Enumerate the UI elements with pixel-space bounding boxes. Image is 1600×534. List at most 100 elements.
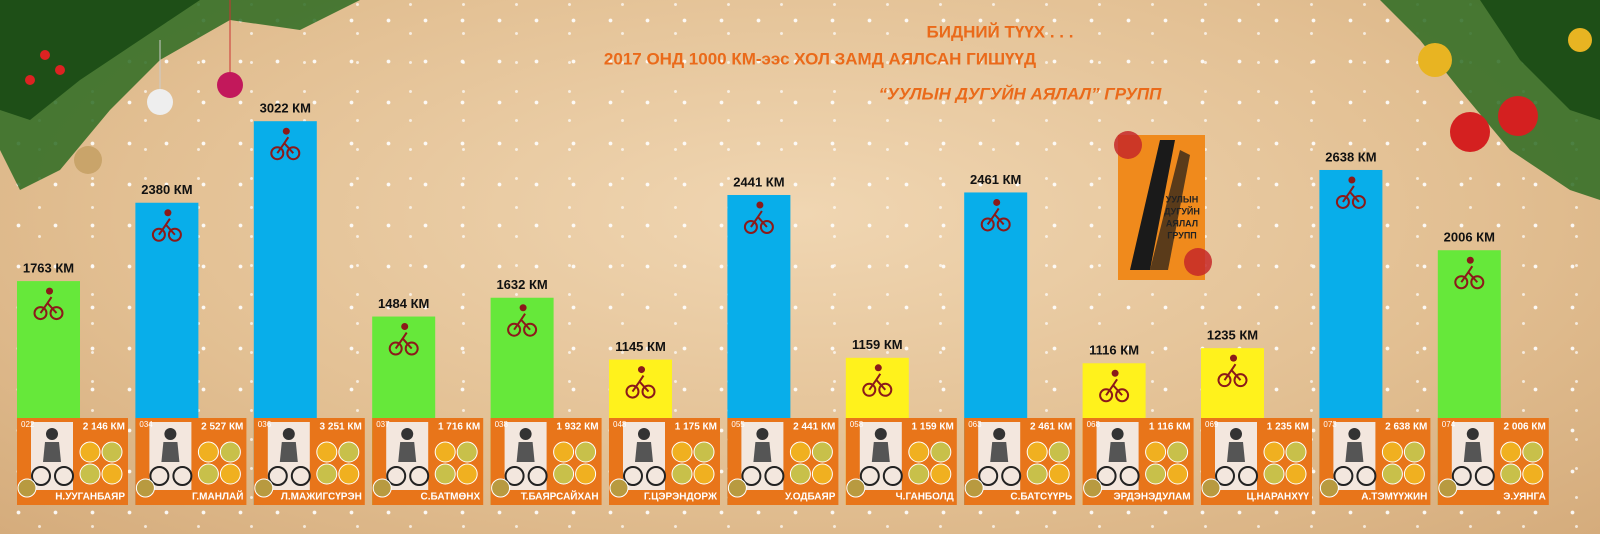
title-line2: 2017 ОНД 1000 КМ-ээс ХОЛ ЗАМД АЯЛСАН ГИШ… — [604, 49, 1036, 68]
bike-icon — [1460, 265, 1479, 283]
member-figure — [990, 442, 1009, 462]
member-total: 1 716 КМ — [438, 422, 480, 433]
medal — [434, 463, 456, 485]
value-label: 1116 КМ — [1089, 343, 1139, 358]
bike-icon-group — [270, 127, 301, 161]
medal — [254, 478, 274, 498]
medal — [1201, 478, 1221, 498]
member-name: Л.МАЖИГСҮРЭН — [281, 492, 362, 503]
member-figure — [31, 466, 51, 486]
medal — [1285, 463, 1307, 485]
member-figure — [398, 442, 417, 462]
member-figure — [635, 442, 653, 462]
member-figure — [1474, 466, 1495, 486]
logo: УУЛЫН ДУГУЙН АЯЛАЛ ГРУПП — [1114, 131, 1212, 280]
medal — [1048, 441, 1070, 463]
member-name: Ч.ГАНБОЛД — [896, 492, 954, 503]
bike-icon-group — [743, 201, 774, 234]
member-figure — [149, 466, 170, 486]
decoration-right — [1380, 0, 1600, 200]
medal — [671, 441, 693, 463]
member-figure — [504, 466, 525, 486]
member-figure — [290, 466, 311, 486]
value-label: 1235 КМ — [1207, 328, 1258, 343]
member-id: 022 — [21, 420, 35, 429]
bike-icon — [874, 364, 882, 372]
member-figure — [386, 466, 407, 486]
bike-icon — [401, 323, 409, 331]
medal — [1522, 463, 1544, 485]
value-label: 2461 КМ — [970, 172, 1021, 187]
member-figure — [527, 466, 548, 486]
medal — [1500, 441, 1522, 463]
member-figure — [516, 442, 535, 462]
value-label: 1159 КМ — [852, 337, 903, 352]
member-figure — [54, 466, 74, 486]
member-figure — [623, 466, 643, 486]
medal — [316, 441, 338, 463]
member-figure — [756, 428, 769, 440]
member-name: С.БАТМӨНХ — [421, 492, 481, 503]
member-name: ЭРДЭНЭДУЛАМ — [1113, 492, 1190, 503]
bike-icon — [39, 296, 58, 314]
member-figure — [978, 466, 999, 486]
member-id: 037 — [376, 420, 390, 429]
logo-text: ГРУПП — [1167, 230, 1197, 240]
member-figure — [1345, 442, 1364, 462]
medal — [135, 478, 155, 498]
bike-icon-group — [1217, 354, 1248, 388]
medal — [338, 441, 360, 463]
medal — [491, 478, 511, 498]
value-label: 3022 КМ — [260, 101, 311, 116]
bike-icon-group — [862, 364, 893, 397]
medal — [1403, 463, 1425, 485]
member-name: Г.ЦЭРЭНДОРЖ — [644, 492, 718, 503]
bike-icon — [980, 217, 995, 232]
title-line1: БИДНИЙ ТҮҮХ . . . — [927, 22, 1074, 41]
member-total: 2 441 КМ — [793, 422, 835, 433]
bike-icon — [276, 136, 295, 154]
bike-icon — [1351, 194, 1366, 209]
medal — [1500, 463, 1522, 485]
bike-icon — [270, 146, 285, 161]
member-figure — [409, 466, 430, 486]
member-figure — [874, 428, 887, 440]
member-name: У.ОДБАЯР — [785, 492, 836, 503]
member-figure — [1108, 442, 1127, 462]
bike-icon — [625, 384, 640, 399]
member-name: Э.УЯНГА — [1503, 492, 1546, 503]
medal — [930, 441, 952, 463]
medal — [219, 463, 241, 485]
member-figure — [1463, 442, 1482, 462]
member-total: 2 638 КМ — [1385, 422, 1427, 433]
bike-icon — [631, 375, 650, 393]
value-label: 2380 КМ — [141, 182, 192, 197]
member-figure — [1356, 466, 1377, 486]
member-figure — [279, 442, 298, 462]
value-label: 1763 КМ — [23, 261, 74, 276]
member-name: Ц.НАРАНХҮҮ — [1246, 492, 1309, 503]
bike-icon — [1223, 363, 1242, 381]
bike-icon — [286, 146, 301, 161]
member-figure — [1111, 428, 1124, 440]
member-id: 073 — [1323, 420, 1337, 429]
medal — [930, 463, 952, 485]
member-figure — [859, 466, 880, 486]
logo-text: УУЛЫН — [1166, 194, 1198, 204]
medal — [575, 441, 597, 463]
medal — [17, 478, 37, 498]
medal — [1522, 441, 1544, 463]
bike-icon — [151, 227, 166, 242]
member-figure — [993, 428, 1006, 440]
medal — [101, 463, 123, 485]
bike-icon — [513, 313, 531, 331]
member-id: 034 — [139, 420, 153, 429]
member-figure — [519, 428, 532, 440]
bike-icon — [1470, 275, 1485, 290]
value-label: 2441 КМ — [733, 174, 784, 189]
member-figure — [401, 428, 414, 440]
member-id: 038 — [495, 420, 509, 429]
bike-icon — [388, 341, 403, 356]
